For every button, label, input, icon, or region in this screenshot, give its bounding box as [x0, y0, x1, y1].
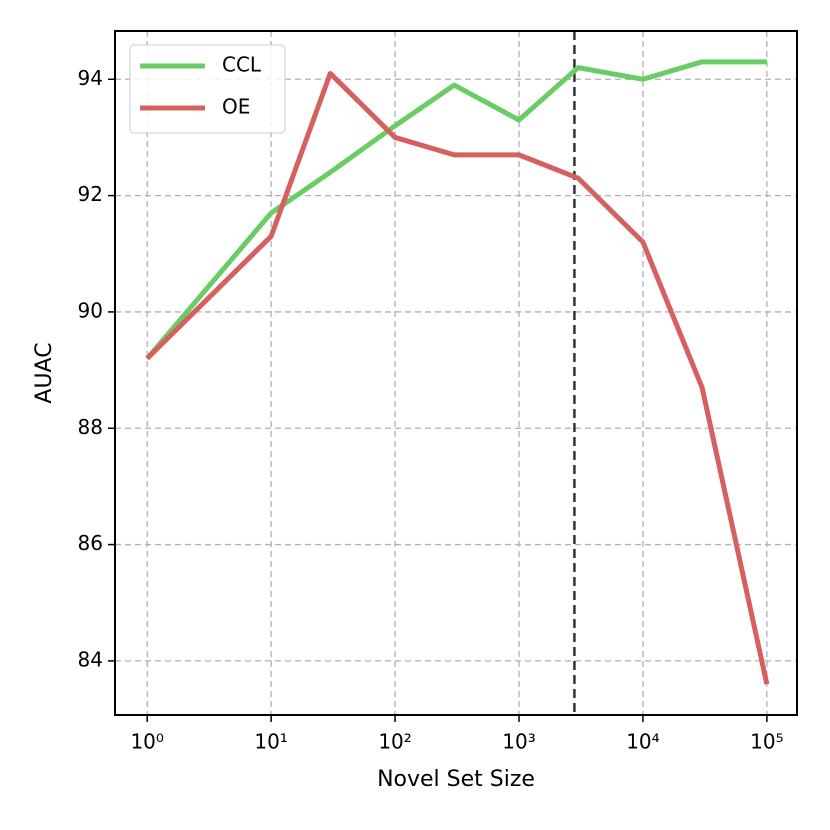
series-line	[145, 70, 770, 685]
x-tick-label: 10⁴	[626, 730, 659, 754]
y-axis-label: AUAC	[32, 342, 57, 403]
plot-frame	[114, 30, 798, 716]
series-line	[145, 59, 767, 361]
legend-label: CCL	[222, 53, 262, 77]
x-tick-label: 10²	[378, 730, 411, 754]
x-tick-label: 10⁰	[130, 730, 163, 754]
y-tick-label: 92	[78, 182, 103, 206]
x-tick-label: 10³	[502, 730, 535, 754]
y-tick-label: 86	[78, 531, 103, 555]
legend-label: OE	[222, 95, 250, 119]
y-tick-label: 88	[78, 415, 103, 439]
legend: CCL OE	[129, 44, 286, 134]
legend-box	[129, 44, 286, 134]
x-axis-label: Novel Set Size	[377, 767, 535, 792]
y-tick-label: 94	[78, 66, 103, 90]
y-tick-label: 90	[78, 298, 103, 322]
x-tick-label: 10¹	[254, 730, 287, 754]
y-tick-label: 84	[78, 647, 103, 671]
x-tick-label: 10⁵	[750, 730, 783, 754]
